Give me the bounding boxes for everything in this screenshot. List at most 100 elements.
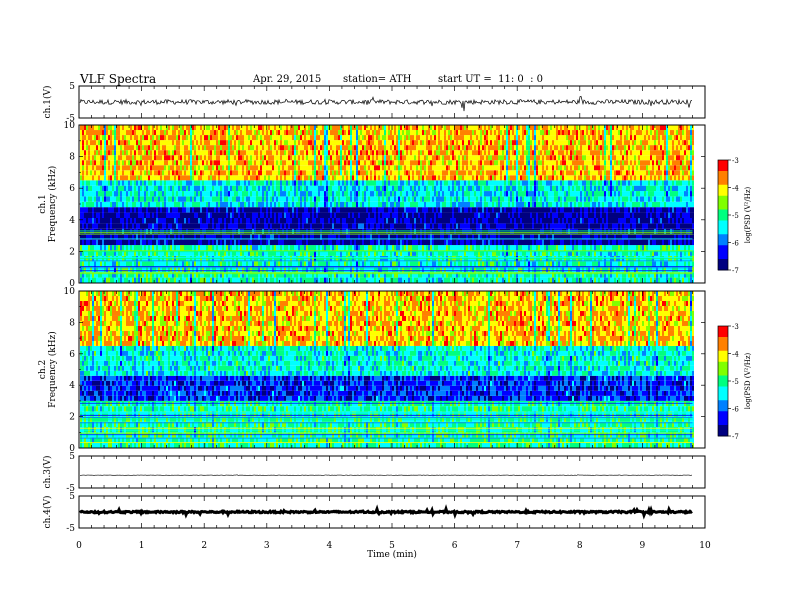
- spectrogram-cell: [114, 245, 116, 250]
- spectrogram-cell: [268, 125, 270, 130]
- spectrogram-cell: [400, 130, 402, 135]
- spectrogram-cell: [208, 223, 210, 228]
- spectrogram-cell: [404, 170, 406, 175]
- spectrogram-cell: [200, 207, 202, 212]
- spectrogram-cell: [140, 140, 142, 145]
- spectrogram-cell: [192, 140, 194, 145]
- spectrogram-cell: [114, 240, 116, 245]
- spectrogram-cell: [280, 196, 282, 201]
- spectrogram-cell: [360, 150, 362, 155]
- spectrogram-cell: [108, 150, 110, 155]
- spectrogram-cell: [358, 207, 360, 212]
- spectrogram-cell: [126, 191, 128, 196]
- spectrogram-cell: [368, 245, 370, 250]
- spectrogram-cell: [210, 196, 212, 201]
- spectrogram-cell: [366, 245, 368, 250]
- spectrogram-cell: [134, 261, 136, 266]
- spectrogram-cell: [362, 170, 364, 175]
- spectrogram-cell: [352, 165, 354, 170]
- spectrogram-cell: [386, 160, 388, 165]
- spectrogram-cell: [386, 175, 388, 180]
- spectrogram-cell: [154, 165, 156, 170]
- spectrogram-cell: [250, 218, 252, 223]
- spectrogram-cell: [342, 155, 344, 160]
- spectrogram-cell: [106, 145, 108, 150]
- spectrogram-cell: [92, 196, 94, 201]
- spectrogram-cell: [180, 155, 182, 160]
- spectrogram-cell: [306, 160, 308, 165]
- spectrogram-cell: [150, 135, 152, 140]
- spectrogram-cell: [82, 261, 84, 266]
- spectrogram-cell: [294, 135, 296, 140]
- spectrogram-cell: [384, 150, 386, 155]
- spectrogram-cell: [186, 191, 188, 196]
- spectrogram-cell: [238, 207, 240, 212]
- spectrogram-cell: [354, 130, 356, 135]
- spectrogram-cell: [254, 250, 256, 255]
- spectrogram-cell: [274, 261, 276, 266]
- spectrogram-cell: [100, 202, 102, 207]
- spectrogram-cell: [326, 125, 328, 130]
- spectrogram-cell: [386, 180, 388, 185]
- spectrogram-cell: [82, 202, 84, 207]
- spectrogram-cell: [356, 145, 358, 150]
- spectrogram-cell: [294, 207, 296, 212]
- spectrogram-cell: [268, 140, 270, 145]
- spectrogram-cell: [370, 218, 372, 223]
- spectrogram-cell: [330, 135, 332, 140]
- spectrogram-cell: [172, 155, 174, 160]
- spectrogram-cell: [310, 160, 312, 165]
- spectrogram-cell: [244, 229, 246, 234]
- spectrogram-cell: [270, 130, 272, 135]
- spectrogram-cell: [90, 145, 92, 150]
- spectrogram-cell: [170, 150, 172, 155]
- spectrogram-cell: [80, 191, 82, 196]
- spectrogram-cell: [136, 160, 138, 165]
- spectrogram-cell: [80, 261, 82, 266]
- spectrogram-cell: [136, 130, 138, 135]
- spectrogram-cell: [100, 245, 102, 250]
- spectrogram-cell: [98, 223, 100, 228]
- spectrogram-cell: [284, 240, 286, 245]
- spectrogram-cell: [348, 160, 350, 165]
- spectrogram-cell: [296, 250, 298, 255]
- spectrogram-cell: [260, 170, 262, 175]
- spectrogram-cell: [316, 229, 318, 234]
- spectrogram-cell: [346, 229, 348, 234]
- spectrogram-cell: [140, 207, 142, 212]
- spectrogram-cell: [360, 278, 362, 283]
- spectrogram-cell: [122, 202, 124, 207]
- spectrogram-cell: [152, 240, 154, 245]
- spectrogram-cell: [232, 218, 234, 223]
- spectrogram-cell: [206, 140, 208, 145]
- spectrogram-cell: [306, 250, 308, 255]
- spectrogram-cell: [84, 229, 86, 234]
- spectrogram-cell: [338, 196, 340, 201]
- spectrogram-cell: [254, 160, 256, 165]
- spectrogram-cell: [146, 170, 148, 175]
- spectrogram-cell: [382, 240, 384, 245]
- spectrogram-cell: [210, 191, 212, 196]
- spectrogram-cell: [390, 207, 392, 212]
- spectrogram-cell: [290, 207, 292, 212]
- spectrogram-cell: [148, 196, 150, 201]
- spectrogram-cell: [174, 240, 176, 245]
- spectrogram-cell: [320, 175, 322, 180]
- spectrogram-cell: [82, 125, 84, 130]
- spectrogram-cell: [304, 196, 306, 201]
- spectrogram-cell: [106, 150, 108, 155]
- spectrogram-cell: [298, 186, 300, 191]
- spectrogram-cell: [378, 223, 380, 228]
- spectrogram-cell: [280, 202, 282, 207]
- spectrogram-cell: [386, 125, 388, 130]
- spectrogram-cell: [164, 145, 166, 150]
- spectrogram-cell: [168, 135, 170, 140]
- spectrogram-cell: [80, 218, 82, 223]
- spectrogram-cell: [104, 196, 106, 201]
- spectrogram-cell: [350, 125, 352, 130]
- spectrogram-cell: [104, 186, 106, 191]
- spectrogram-cell: [366, 213, 368, 218]
- spectrogram-cell: [398, 261, 400, 266]
- spectrogram-cell: [304, 130, 306, 135]
- spectrogram-cell: [334, 150, 336, 155]
